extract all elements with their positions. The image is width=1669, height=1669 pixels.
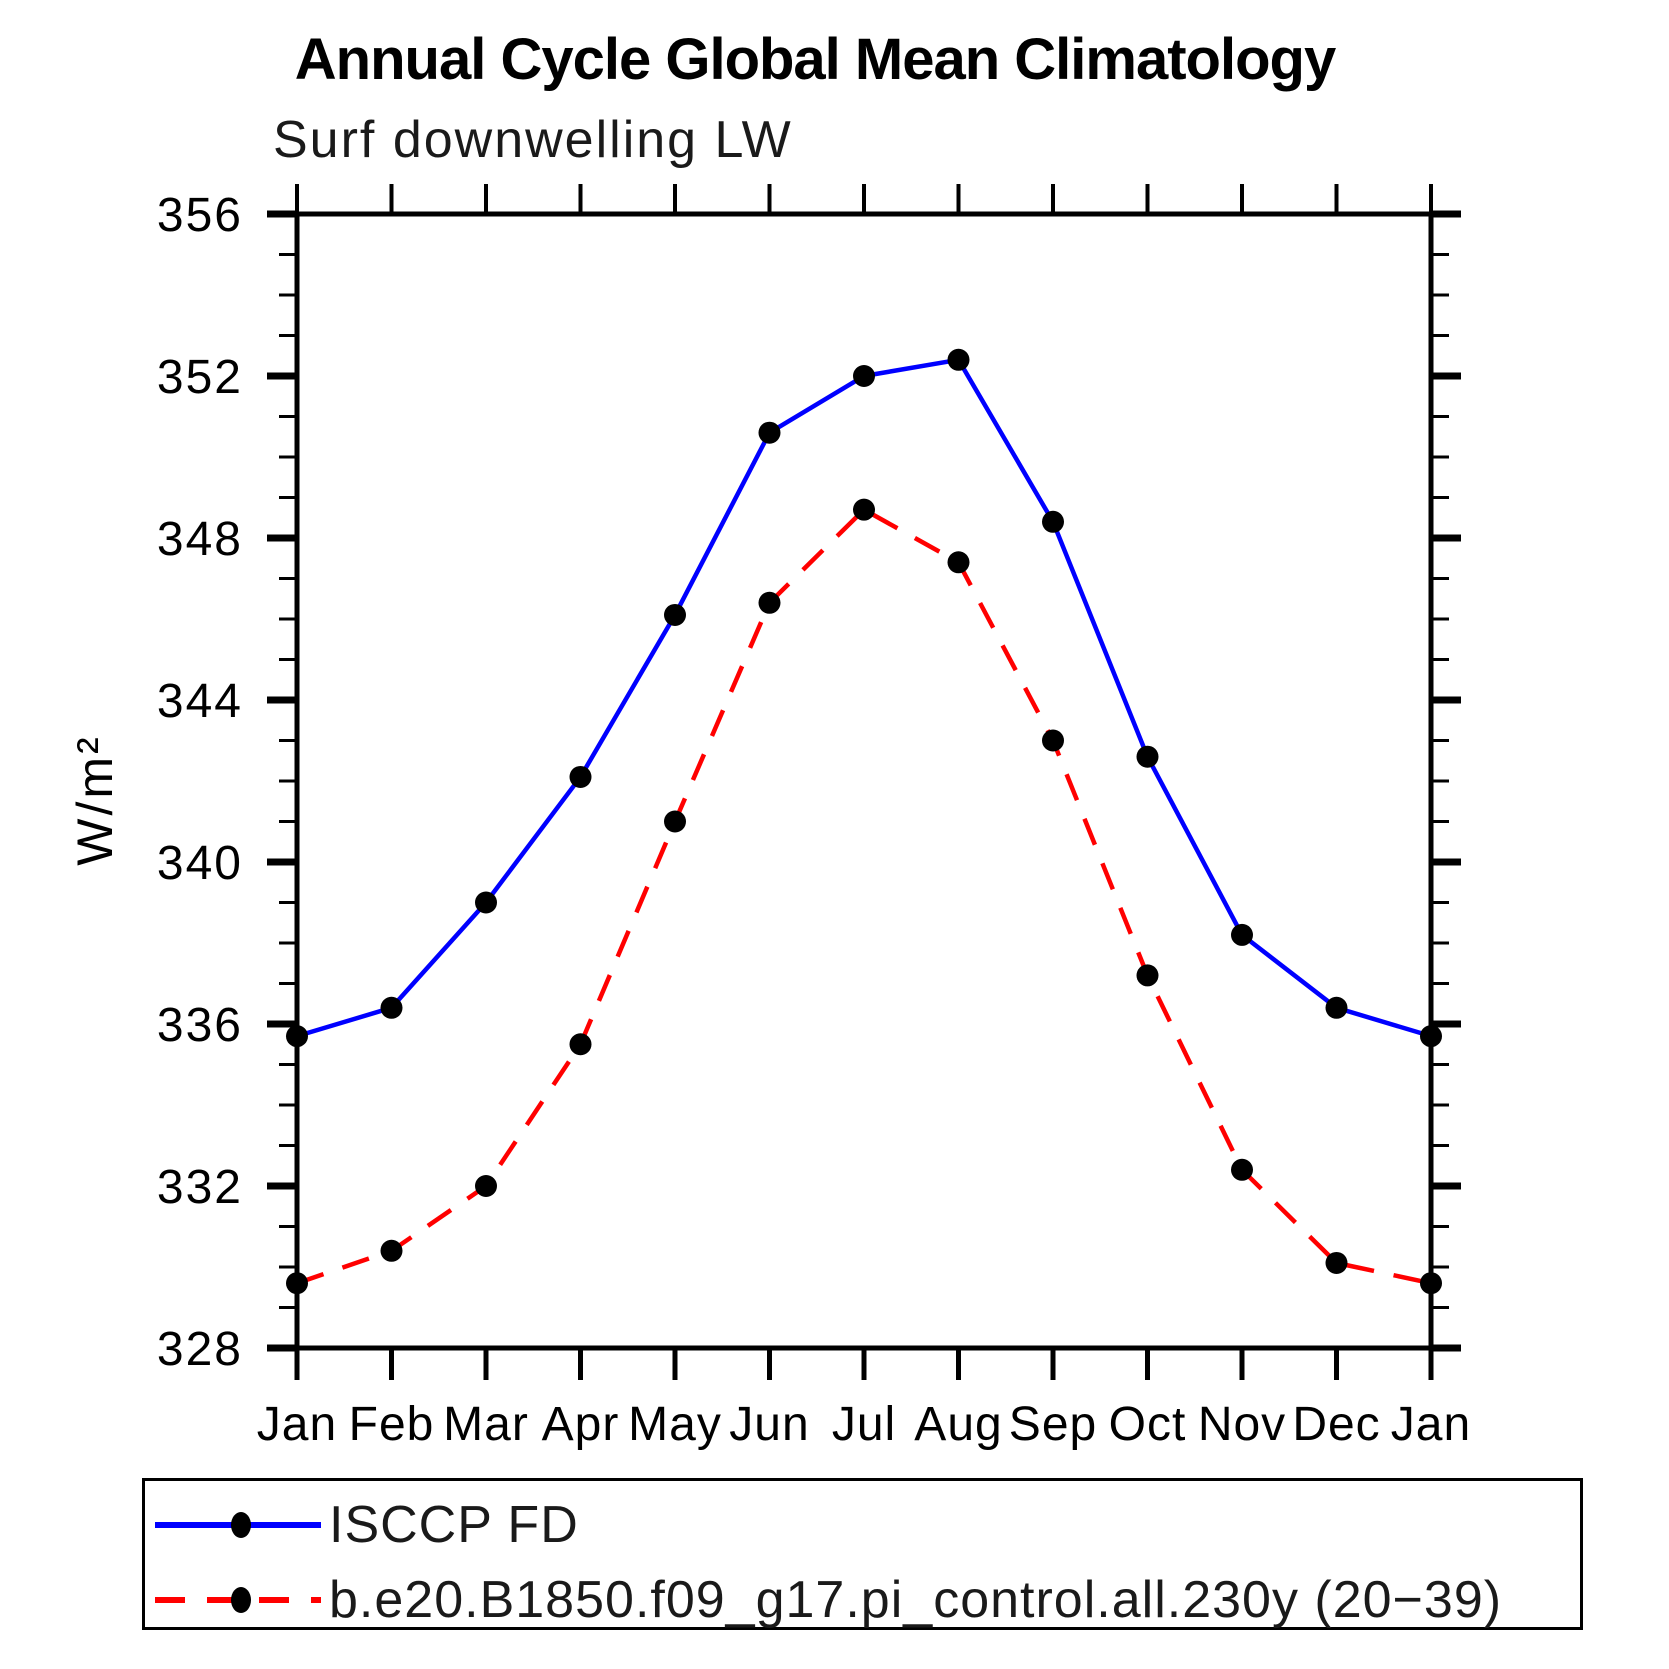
x-axis-tick-label: Jan	[257, 1398, 337, 1451]
data-point-marker	[380, 996, 403, 1019]
data-point-marker	[1325, 1251, 1348, 1274]
data-point-marker	[569, 765, 592, 788]
data-point-marker	[947, 348, 970, 371]
data-point-marker	[1136, 745, 1159, 768]
data-point-marker	[853, 365, 875, 387]
legend-item-model: b.e20.B1850.f09_g17.pi_control.all.230y …	[153, 1571, 1502, 1629]
data-point-marker	[286, 1025, 308, 1048]
data-point-marker	[380, 1239, 403, 1262]
chart-title: Annual Cycle Global Mean Climatology	[294, 27, 1336, 92]
data-point-marker	[664, 810, 686, 833]
x-axis-tick-label: Dec	[1292, 1398, 1380, 1451]
legend-swatch-solid	[155, 1512, 321, 1538]
data-point-marker	[758, 421, 781, 444]
y-axis-tick-label: 332	[157, 1161, 243, 1214]
legend-swatch-dashed	[155, 1587, 321, 1613]
data-point-marker	[1042, 510, 1064, 533]
x-axis-tick-label: May	[628, 1398, 722, 1451]
chart-subtitle: Surf downwelling LW	[273, 111, 793, 169]
data-point-marker	[853, 498, 875, 521]
y-axis-tick-label: 348	[157, 513, 243, 566]
x-axis-tick-label: Feb	[349, 1398, 435, 1451]
legend-label-isccp-fd: ISCCP FD	[329, 1496, 579, 1554]
legend-label-model: b.e20.B1850.f09_g17.pi_control.all.230y …	[329, 1571, 1503, 1629]
data-point-marker	[1231, 923, 1253, 946]
data-point-marker	[1420, 1025, 1442, 1048]
legend-box: ISCCP FD b.e20.B1850.f09_g17.pi_control.…	[142, 1478, 1583, 1630]
data-point-marker	[569, 1033, 592, 1056]
y-axis-title: W/m²	[67, 734, 123, 865]
data-point-marker	[475, 1175, 497, 1197]
legend-item-isccp-fd: ISCCP FD	[153, 1496, 579, 1554]
y-axis-tick-label: 356	[157, 189, 243, 242]
series-line-isccp-fd	[296, 357, 1432, 1039]
x-axis-tick-label: Aug	[914, 1398, 1002, 1451]
x-axis-tick-label: Mar	[443, 1398, 529, 1451]
data-point-marker	[1231, 1158, 1253, 1181]
x-axis-tick-label: Oct	[1109, 1398, 1187, 1451]
y-axis-tick-label: 352	[157, 351, 243, 404]
x-axis-tick-label: Jun	[729, 1398, 809, 1451]
x-axis-tick-label: Nov	[1198, 1398, 1286, 1451]
x-axis-tick-label: Jul	[832, 1398, 896, 1451]
y-axis-tick-label: 328	[157, 1323, 243, 1376]
series-line-model	[296, 507, 1432, 1286]
x-axis-tick-label: Jan	[1391, 1398, 1471, 1451]
data-point-marker	[1136, 964, 1159, 987]
data-point-marker	[1325, 996, 1348, 1019]
y-axis-tick-label: 344	[157, 675, 243, 728]
data-point-marker	[1042, 729, 1064, 752]
x-axis-tick-label: Apr	[542, 1398, 620, 1451]
y-axis-tick-label: 340	[157, 837, 243, 890]
legend-marker-dot	[231, 1587, 251, 1613]
x-axis-tick-label: Sep	[1009, 1398, 1097, 1451]
data-point-marker	[947, 551, 970, 574]
legend-marker-dot	[231, 1512, 251, 1538]
data-point-marker	[758, 591, 781, 614]
data-point-marker	[1420, 1272, 1442, 1295]
y-axis-tick-label: 336	[157, 999, 243, 1052]
data-point-marker	[664, 603, 686, 626]
data-point-marker	[475, 891, 497, 914]
data-point-marker	[286, 1272, 308, 1295]
